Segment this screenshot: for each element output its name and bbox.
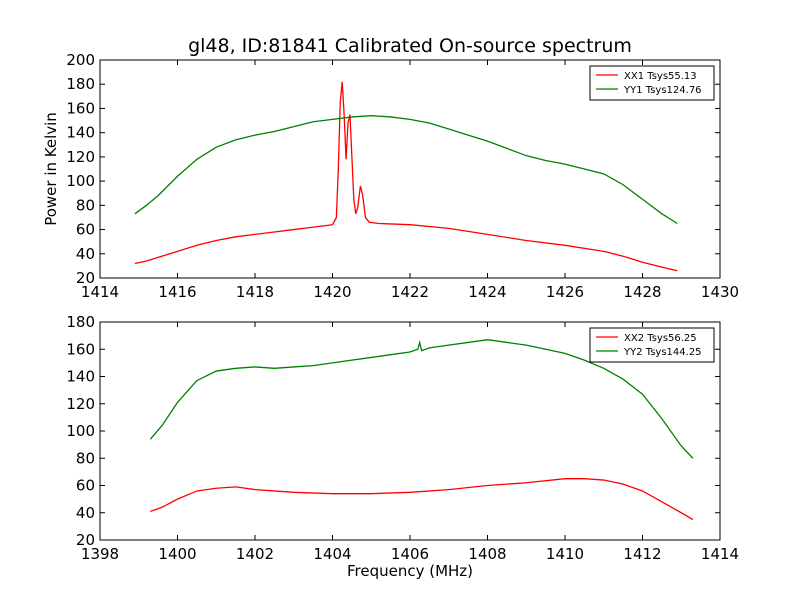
- y-tick-label: 40: [76, 245, 95, 263]
- legend-box: [589, 65, 715, 101]
- x-tick-label: 1402: [236, 545, 274, 563]
- x-tick-label: 1398: [81, 545, 119, 563]
- y-tick-label: 160: [66, 99, 95, 117]
- x-axis-label-bottom: Frequency (MHz): [347, 562, 473, 580]
- x-tick-label: 1418: [236, 283, 274, 301]
- y-tick-label: 100: [66, 172, 95, 190]
- y-tick-label: 20: [76, 269, 95, 287]
- x-tick-label: 1414: [81, 283, 119, 301]
- y-tick-label: 60: [76, 477, 95, 495]
- y-tick-label: 200: [66, 51, 95, 69]
- legend: XX1 Tsys55.13 YY1 Tsys124.76: [589, 65, 715, 101]
- series-line-xx1: [134, 81, 678, 272]
- x-tick-label: 1414: [701, 545, 739, 563]
- series-line-xx2: [150, 478, 694, 521]
- x-tick-label: 1416: [158, 283, 196, 301]
- series-line-yy2: [149, 339, 694, 459]
- y-axis-label-top: Power in Kelvin: [42, 112, 60, 226]
- y-tick-label: 100: [66, 422, 95, 440]
- y-tick-label: 80: [76, 449, 95, 467]
- bottom-panel: 1398 1400 1402 1404 1406 1408 1410 1412 1414 20 40…: [66, 313, 739, 563]
- y-tick-label: 180: [66, 75, 95, 93]
- x-tick-label: 1422: [391, 283, 429, 301]
- x-tick-label: 1430: [701, 283, 739, 301]
- y-tick-label: 60: [76, 221, 95, 239]
- legend-label: YY2 Tsys144.25: [623, 347, 702, 358]
- legend-box: [589, 327, 715, 363]
- x-tick-label: 1410: [546, 545, 584, 563]
- x-tick-label: 1406: [391, 545, 429, 563]
- legend-label: YY1 Tsys124.76: [623, 85, 702, 96]
- x-tick-label: 1400: [158, 545, 196, 563]
- y-tick-label: 160: [66, 340, 95, 358]
- y-tick-label: 140: [66, 124, 95, 142]
- legend-label: XX1 Tsys55.13: [624, 71, 697, 82]
- top-panel: 1414 1416 1418 1420 1422 1424 1426 1428 1430 20 40…: [66, 51, 739, 301]
- x-tick-label: 1428: [623, 283, 661, 301]
- x-tick-label: 1424: [468, 283, 506, 301]
- x-tick-label: 1420: [313, 283, 351, 301]
- chart-title-top: gl48, ID:81841 Calibrated On-source spec…: [188, 35, 632, 57]
- y-tick-label: 20: [76, 531, 95, 549]
- x-tick-label: 1408: [468, 545, 506, 563]
- x-tick-label: 1404: [313, 545, 351, 563]
- series-line-yy1: [134, 115, 678, 225]
- y-tick-label: 120: [66, 395, 95, 413]
- y-tick-label: 40: [76, 504, 95, 522]
- x-tick-label: 1426: [546, 283, 584, 301]
- y-tick-label: 80: [76, 196, 95, 214]
- legend: XX2 Tsys56.25 YY2 Tsys144.25: [589, 327, 715, 363]
- y-tick-label: 180: [66, 313, 95, 331]
- legend-label: XX2 Tsys56.25: [624, 333, 697, 344]
- y-tick-label: 140: [66, 368, 95, 386]
- x-tick-label: 1412: [623, 545, 661, 563]
- y-tick-label: 120: [66, 148, 95, 166]
